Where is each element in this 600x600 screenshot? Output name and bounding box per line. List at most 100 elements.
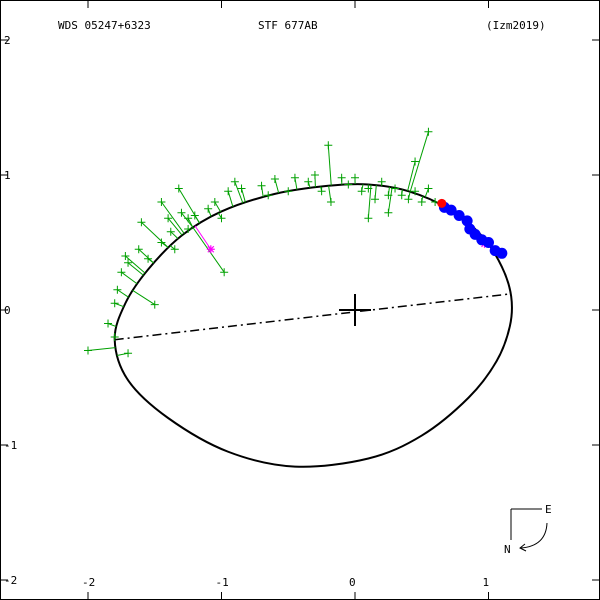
measurement-point xyxy=(351,173,359,182)
residual-line xyxy=(227,191,234,207)
measurement-point xyxy=(144,254,153,263)
residual-line xyxy=(161,201,185,234)
recent-point xyxy=(437,198,447,208)
measurement-point xyxy=(317,187,326,196)
residual-line xyxy=(241,188,246,203)
speckle-point xyxy=(445,204,457,216)
measurement-point xyxy=(404,195,413,204)
speckle-point xyxy=(453,210,465,221)
measurement-point xyxy=(157,238,166,247)
measurement-point xyxy=(217,214,226,223)
residual-line xyxy=(114,302,124,308)
measurement-point xyxy=(204,204,213,213)
measurement-point xyxy=(137,218,146,227)
measurement-point xyxy=(134,245,143,254)
residual-line xyxy=(125,255,146,274)
measurement-point xyxy=(84,346,92,355)
measurement-point xyxy=(174,184,183,193)
residual-line xyxy=(170,231,179,239)
highlighted-point xyxy=(206,245,215,254)
x-tick-label: -2 xyxy=(82,576,95,589)
speckle-point xyxy=(496,247,508,259)
x-tick-label: -1 xyxy=(216,576,229,589)
measurement-point xyxy=(424,127,433,136)
residual-line xyxy=(327,145,332,186)
y-tick-label: -1 xyxy=(4,439,17,452)
compass-rotation-arrow xyxy=(520,522,548,549)
measurement-point xyxy=(384,208,393,217)
measurement-point xyxy=(150,300,159,309)
measurement-point xyxy=(290,173,299,182)
measurement-point xyxy=(417,198,426,206)
residual-line xyxy=(217,212,222,219)
measurement-point xyxy=(264,191,273,200)
measurement-point xyxy=(210,198,219,206)
measurement-point xyxy=(257,181,266,190)
measurement-point xyxy=(121,252,130,260)
compass-north-label: N xyxy=(504,543,511,556)
residual-line xyxy=(87,347,116,351)
measurement-point xyxy=(424,184,433,193)
measurement-point xyxy=(170,245,179,254)
measurement-point xyxy=(304,177,313,186)
measurement-point xyxy=(237,184,246,193)
measurement-point xyxy=(177,208,186,217)
residual-line xyxy=(132,289,156,306)
residual-line xyxy=(214,201,222,213)
measurement-point xyxy=(324,141,333,150)
residual-line xyxy=(107,323,117,328)
residual-line xyxy=(387,187,393,213)
measurement-point xyxy=(104,319,113,328)
speckle-point xyxy=(483,237,494,248)
x-tick-label: 1 xyxy=(483,576,490,589)
measurement-point xyxy=(284,187,293,196)
measurement-point xyxy=(164,214,173,223)
measurement-point xyxy=(364,214,373,223)
residual-line xyxy=(194,225,212,250)
wds-label: WDS 05247+6323 xyxy=(58,19,151,32)
y-tick-label: 0 xyxy=(4,304,11,317)
measurement-point xyxy=(326,198,335,206)
measurement-point xyxy=(230,177,239,186)
measurement-point xyxy=(411,187,420,196)
residual-line xyxy=(141,221,169,248)
measurement-point xyxy=(224,187,233,196)
measurement-point xyxy=(184,214,193,223)
measurement-point xyxy=(371,195,380,204)
residual-line xyxy=(407,161,416,192)
measurement-point xyxy=(124,258,133,267)
measurement-point xyxy=(166,227,175,236)
residual-line xyxy=(181,212,194,228)
residual-line xyxy=(169,245,176,250)
residual-line xyxy=(147,258,154,264)
residual-line xyxy=(187,217,194,228)
measurement-point xyxy=(337,173,346,182)
measurement-point xyxy=(113,285,122,294)
measurement-point xyxy=(310,171,319,179)
measurement-point xyxy=(357,187,366,196)
measurement-point xyxy=(117,268,126,277)
x-tick-label: 0 xyxy=(349,576,356,589)
measurement-point xyxy=(377,177,386,186)
residual-line xyxy=(121,271,138,285)
y-tick-label: 2 xyxy=(4,34,11,47)
measurement-point xyxy=(270,175,279,184)
compass-arrow-head xyxy=(519,543,527,552)
measurement-point xyxy=(220,268,229,277)
residual-line xyxy=(424,188,429,198)
residual-line xyxy=(274,178,280,194)
star-name-label: STF 677AB xyxy=(258,19,318,32)
measurement-point xyxy=(344,180,353,189)
compass-east-label: E xyxy=(545,503,552,516)
residual-line xyxy=(117,289,129,298)
y-tick-label: 1 xyxy=(4,169,11,182)
marks xyxy=(84,127,508,358)
residual-line xyxy=(167,217,183,236)
measurement-point xyxy=(110,333,119,341)
residual-line xyxy=(367,184,372,219)
reference-label: (Izm2019) xyxy=(486,19,546,32)
measurement-point xyxy=(157,198,166,206)
y-tick-label: -2 xyxy=(4,574,17,587)
